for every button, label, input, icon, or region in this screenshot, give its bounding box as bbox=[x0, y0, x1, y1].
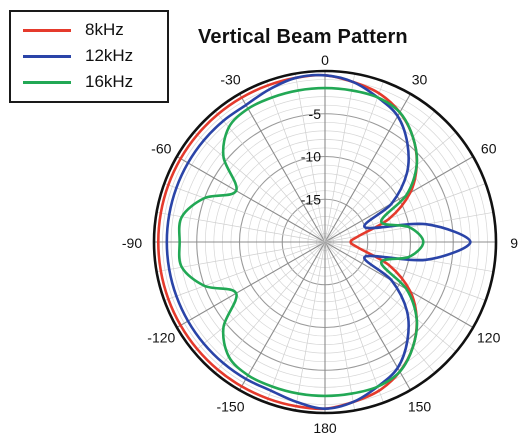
minor-spoke bbox=[164, 183, 326, 243]
minor-spoke bbox=[214, 241, 326, 374]
legend-label-12khz: 12kHz bbox=[85, 46, 134, 65]
radial-tick-label: -5 bbox=[309, 106, 322, 122]
major-spoke bbox=[239, 93, 326, 243]
tick-labels: 0 30 60 90 120 150 180 -150 -120 -90 -60 -30 -5 -10 -1… bbox=[122, 52, 518, 436]
angle-tick-label: 150 bbox=[408, 399, 432, 415]
minor-spoke bbox=[214, 110, 326, 243]
minor-spoke bbox=[324, 241, 384, 403]
legend: 8kHz 12kHz 16kHz bbox=[9, 10, 169, 103]
major-spoke bbox=[324, 93, 411, 243]
minor-spoke bbox=[324, 241, 486, 301]
legend-item-12khz: 12kHz bbox=[23, 45, 133, 67]
legend-label-16khz: 16kHz bbox=[85, 72, 134, 91]
polar-grid bbox=[152, 69, 498, 415]
minor-spoke bbox=[324, 241, 457, 353]
angle-tick-label: 120 bbox=[477, 330, 501, 346]
angle-tick-label: -30 bbox=[220, 71, 240, 87]
series-line-16khz bbox=[177, 86, 425, 398]
minor-spoke bbox=[324, 73, 356, 243]
angle-tick-label: 90 bbox=[510, 235, 518, 251]
legend-item-8khz: 8kHz bbox=[23, 19, 124, 41]
legend-swatch-12khz bbox=[23, 54, 71, 58]
minor-spoke bbox=[324, 183, 486, 243]
major-spoke bbox=[239, 241, 326, 391]
minor-spoke bbox=[294, 73, 326, 243]
major-spoke bbox=[324, 241, 411, 391]
minor-spoke bbox=[266, 241, 326, 403]
minor-spoke bbox=[324, 81, 384, 243]
minor-spoke bbox=[193, 241, 326, 353]
minor-spoke bbox=[156, 211, 326, 243]
major-spoke bbox=[324, 241, 474, 328]
minor-spoke bbox=[266, 81, 326, 243]
angle-tick-label: -120 bbox=[147, 330, 175, 346]
angle-tick-label: 60 bbox=[481, 141, 497, 157]
radial-tick-label: -15 bbox=[301, 191, 321, 207]
major-spoke bbox=[176, 156, 326, 243]
major-spoke bbox=[176, 241, 326, 328]
major-spoke bbox=[324, 156, 474, 243]
angle-tick-label: -150 bbox=[216, 399, 244, 415]
angle-tick-label: 30 bbox=[412, 71, 428, 87]
series-line-12khz bbox=[165, 73, 472, 411]
minor-spoke bbox=[324, 131, 457, 243]
minor-spoke bbox=[164, 241, 326, 301]
legend-swatch-8khz bbox=[23, 28, 71, 32]
angle-tick-label: -60 bbox=[151, 141, 171, 157]
legend-label-8khz: 8kHz bbox=[85, 20, 124, 39]
chart-title: Vertical Beam Pattern bbox=[198, 26, 408, 48]
angle-tick-label: 180 bbox=[313, 420, 337, 436]
minor-spoke bbox=[324, 241, 356, 411]
angle-tick-label: -90 bbox=[122, 235, 142, 251]
radial-tick-label: -10 bbox=[301, 149, 321, 165]
minor-spoke bbox=[156, 241, 326, 273]
outer-ring bbox=[152, 69, 498, 415]
minor-spoke bbox=[324, 110, 436, 243]
minor-spoke bbox=[324, 241, 436, 374]
angle-tick-label: 0 bbox=[321, 52, 329, 68]
legend-item-16khz: 16kHz bbox=[23, 71, 133, 93]
series-layer bbox=[156, 73, 472, 411]
minor-spoke bbox=[193, 131, 326, 243]
minor-spoke bbox=[294, 241, 326, 411]
legend-swatch-16khz bbox=[23, 80, 71, 84]
